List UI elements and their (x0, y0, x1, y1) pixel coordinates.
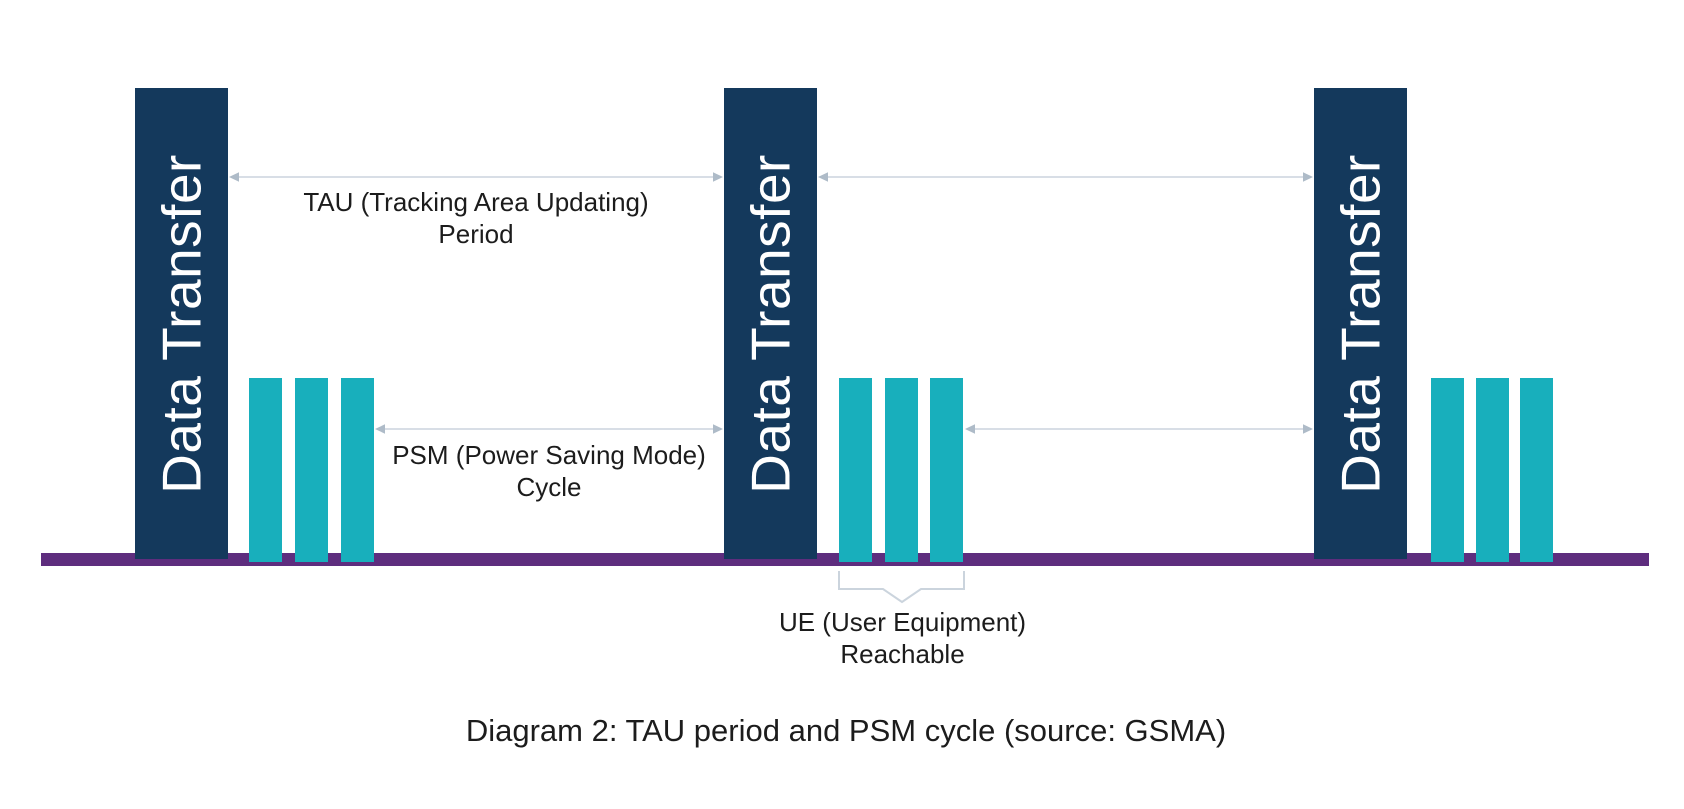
arrow-head-right-icon (1303, 172, 1313, 182)
arrow-head-left-icon (375, 424, 385, 434)
data-transfer-bar-2: Data Transfer (724, 88, 817, 559)
reachable-window-bar (885, 378, 918, 562)
arrow-head-left-icon (818, 172, 828, 182)
ue-reachable-label-line1: UE (User Equipment) (778, 607, 1027, 637)
tau-period-label-line2: Period (438, 219, 514, 249)
reachable-window-bar (341, 378, 374, 562)
arrow-head-right-icon (1303, 424, 1313, 434)
tau-period-arrow-2 (818, 172, 1313, 182)
psm-cycle-label-line2: Cycle (516, 472, 582, 502)
ue-reachable-label: UE (User Equipment) Reachable (742, 606, 1063, 670)
arrow-head-right-icon (713, 424, 723, 434)
reachable-window-bar (1431, 378, 1464, 562)
tau-period-arrow-1 (229, 172, 723, 182)
arrow-head-right-icon (713, 172, 723, 182)
psm-cycle-arrow-1 (375, 424, 723, 434)
reachable-window-bar (1520, 378, 1553, 562)
psm-cycle-arrow-2 (965, 424, 1313, 434)
psm-cycle-label-line1: PSM (Power Saving Mode) (392, 440, 706, 470)
ue-reachable-brace (838, 571, 965, 604)
reachable-window-bar (930, 378, 963, 562)
reachable-window-bar (1476, 378, 1509, 562)
reachable-window-bar (249, 378, 282, 562)
data-transfer-bar-1: Data Transfer (135, 88, 228, 559)
reachable-window-bar (839, 378, 872, 562)
tau-period-label-line1: TAU (Tracking Area Updating) (303, 187, 649, 217)
tau-period-label: TAU (Tracking Area Updating) Period (229, 186, 723, 250)
reachable-window-bar (295, 378, 328, 562)
psm-cycle-label: PSM (Power Saving Mode) Cycle (375, 439, 723, 503)
arrow-head-left-icon (229, 172, 239, 182)
diagram-caption: Diagram 2: TAU period and PSM cycle (sou… (465, 713, 1227, 748)
data-transfer-bar-3: Data Transfer (1314, 88, 1407, 559)
ue-reachable-label-line2: Reachable (840, 639, 965, 669)
arrow-head-left-icon (965, 424, 975, 434)
